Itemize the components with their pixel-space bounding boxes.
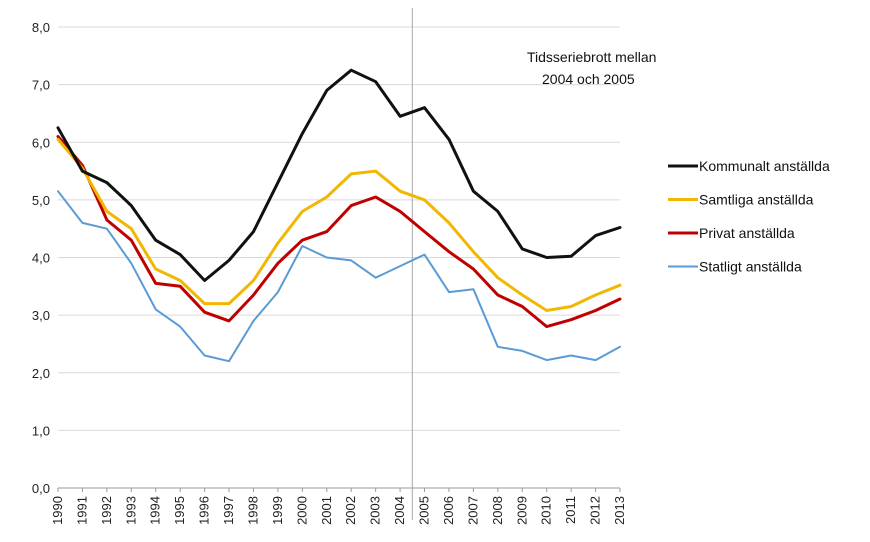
y-tick-label: 3,0 [32,308,50,323]
annotation: Tidsseriebrott mellan 2004 och 2005 [527,49,656,87]
y-tick-label: 8,0 [32,20,50,35]
x-tick-label: 2011 [563,496,578,524]
series-group [56,68,622,363]
x-tick-label: 1998 [245,496,260,525]
x-tick-label: 1993 [123,496,138,525]
annotation-line-1: Tidsseriebrott mellan [527,49,656,65]
y-tick-label: 1,0 [32,423,50,438]
legend: Kommunalt anställda Samtliga anställda Pri… [668,158,830,275]
series-line [57,190,621,363]
x-tick-label: 2006 [441,496,456,525]
x-tick-label: 2007 [465,496,480,525]
y-tick-label: 0,0 [32,481,50,496]
x-tick-label: 2002 [343,496,358,525]
y-tick-label: 7,0 [32,78,50,93]
y-tick-label: 5,0 [32,193,50,208]
x-tick-label: 2013 [612,496,627,525]
x-tick-label: 2003 [368,496,383,525]
y-tick-labels: 0,0 1,0 2,0 3,0 4,0 5,0 6,0 7,0 8,0 [32,20,50,496]
annotation-line-2: 2004 och 2005 [542,71,635,87]
x-tick-label: 1997 [221,496,236,525]
x-tick-label: 1994 [148,496,163,525]
x-tick-labels: 1990 1991 1992 1993 1994 1995 1996 1997 1998 1999… [50,488,627,525]
x-tick-label: 1999 [270,496,285,525]
series-line [56,137,622,312]
series-line [56,68,622,282]
x-tick-label: 2000 [294,496,309,525]
x-tick-label: 1990 [50,496,65,525]
legend-label: Privat anställda [699,225,795,241]
x-tick-label: 2012 [588,496,603,525]
x-tick-label: 1995 [172,496,187,525]
x-tick-label: 2010 [539,496,554,525]
legend-label: Samtliga anställda [699,192,814,208]
y-tick-label: 2,0 [32,366,50,381]
y-tick-label: 4,0 [32,251,50,266]
x-tick-label: 1991 [74,496,89,525]
x-tick-label: 1992 [99,496,114,525]
grid-lines [58,26,620,431]
series-line [56,135,622,329]
legend-label: Kommunalt anställda [699,158,830,174]
x-tick-label: 2009 [514,496,529,525]
x-tick-label: 2005 [417,496,432,525]
y-tick-label: 6,0 [32,135,50,150]
legend-label: Statligt anställda [699,259,802,275]
x-tick-label: 2004 [392,496,407,525]
x-tick-label: 2008 [490,496,505,525]
x-tick-label: 1996 [197,496,212,525]
x-tick-label: 2001 [319,496,334,525]
